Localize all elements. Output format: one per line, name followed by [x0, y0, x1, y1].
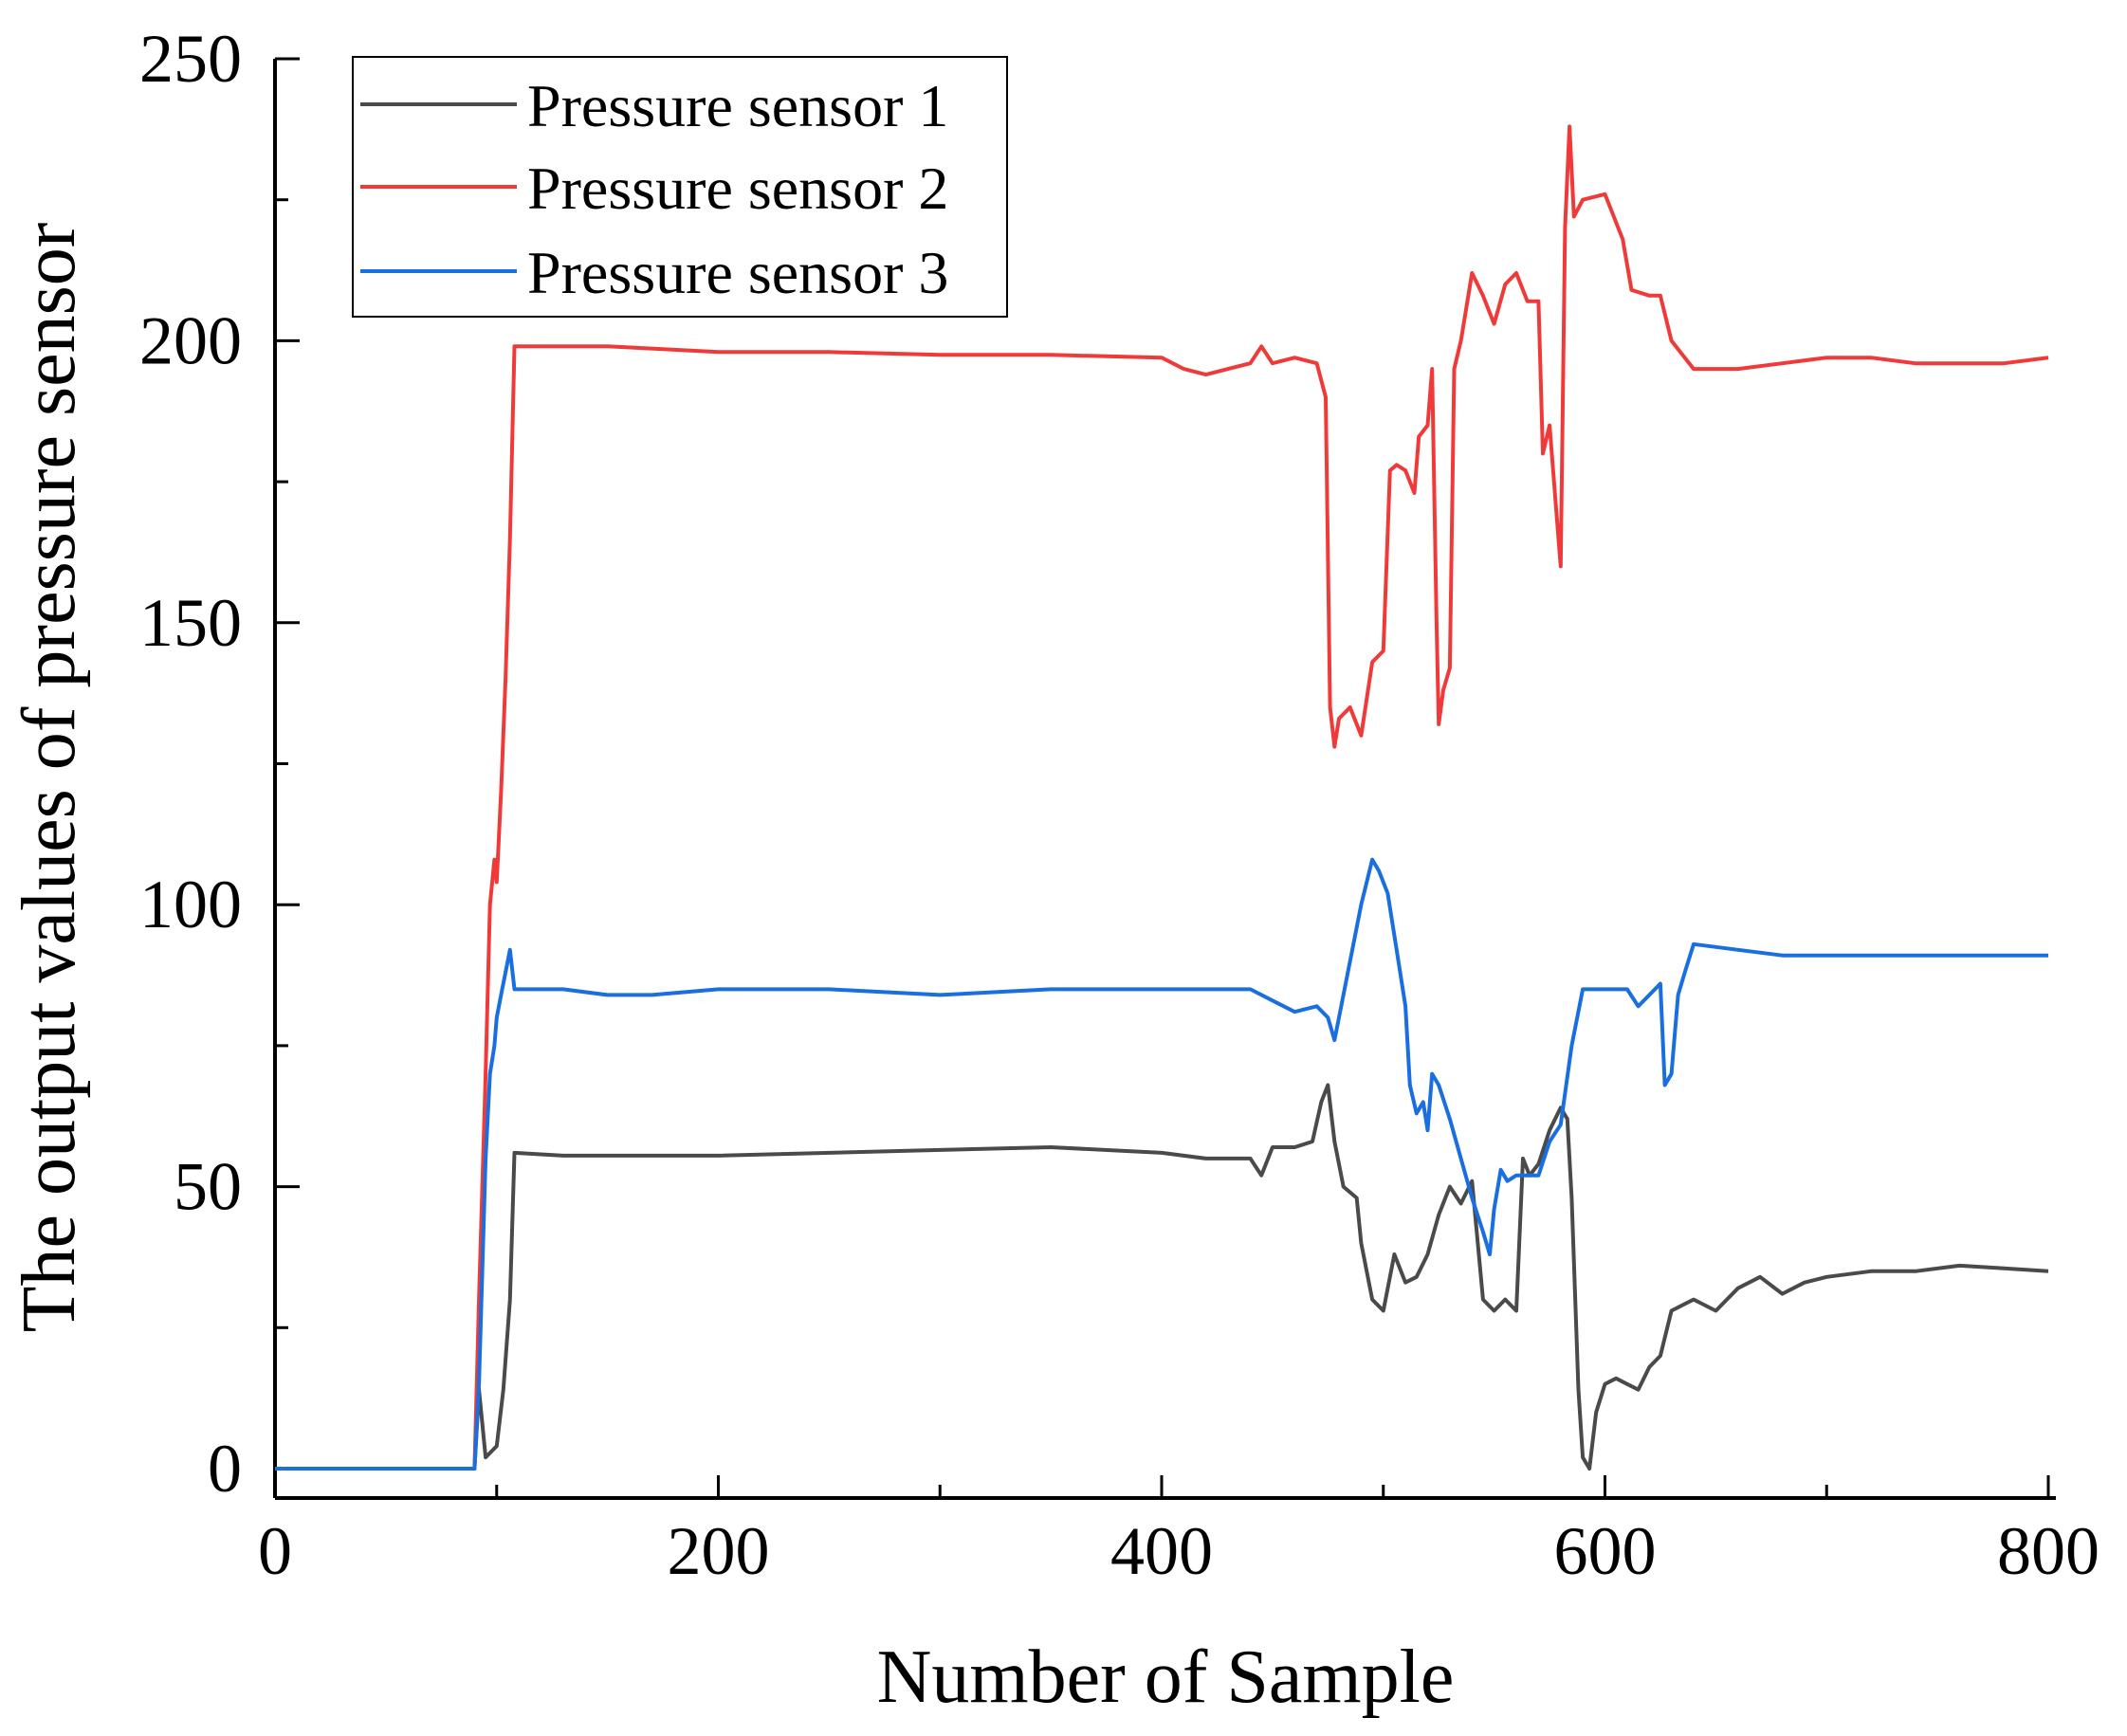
x-tick-label: 600 [1554, 1513, 1657, 1589]
series-line-2 [275, 124, 2049, 1471]
plot-series [275, 124, 2049, 1471]
y-tick-label: 150 [139, 585, 242, 661]
x-tick-label: 800 [1997, 1513, 2099, 1589]
legend-label-2: Pressure sensor 2 [527, 155, 948, 222]
y-tick-label: 50 [174, 1149, 242, 1225]
legend-label-1: Pressure sensor 1 [527, 72, 948, 139]
y-tick-label: 0 [208, 1431, 242, 1507]
legend-label-3: Pressure sensor 3 [527, 239, 948, 306]
x-axis-title: Number of Sample [877, 1635, 1455, 1719]
series-line-3 [275, 857, 2048, 1471]
x-tick-label: 0 [258, 1513, 292, 1589]
series-line-1 [275, 1083, 2049, 1471]
legend: Pressure sensor 1 Pressure sensor 2 Pres… [352, 56, 1008, 318]
y-tick-label: 200 [139, 302, 242, 378]
y-axis-title: The output values of pressure sensor [8, 223, 91, 1333]
x-tick-label: 200 [668, 1513, 770, 1589]
y-tick-label: 100 [139, 867, 242, 942]
y-tick-label: 250 [139, 21, 242, 97]
x-tick-label: 400 [1110, 1513, 1213, 1589]
axis-ticks: 0 200 400 600 800 0 50 100 150 200 250 [139, 21, 2099, 1589]
